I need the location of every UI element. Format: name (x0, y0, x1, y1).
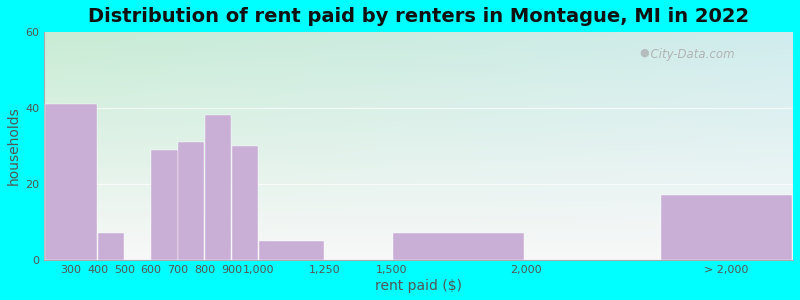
Bar (258, 241, 324, 260)
Bar (661, 195, 792, 260)
Text: City-Data.com: City-Data.com (643, 48, 735, 61)
X-axis label: rent paid ($): rent paid ($) (375, 279, 462, 293)
Title: Distribution of rent paid by renters in Montague, MI in 2022: Distribution of rent paid by renters in … (88, 7, 749, 26)
Bar (205, 116, 231, 260)
Y-axis label: households: households (7, 106, 21, 185)
Bar (151, 150, 178, 260)
Bar (232, 146, 258, 260)
Bar (45, 104, 97, 260)
Bar (98, 233, 124, 260)
Text: ●: ● (639, 48, 650, 58)
Bar (393, 233, 524, 260)
Bar (178, 142, 204, 260)
